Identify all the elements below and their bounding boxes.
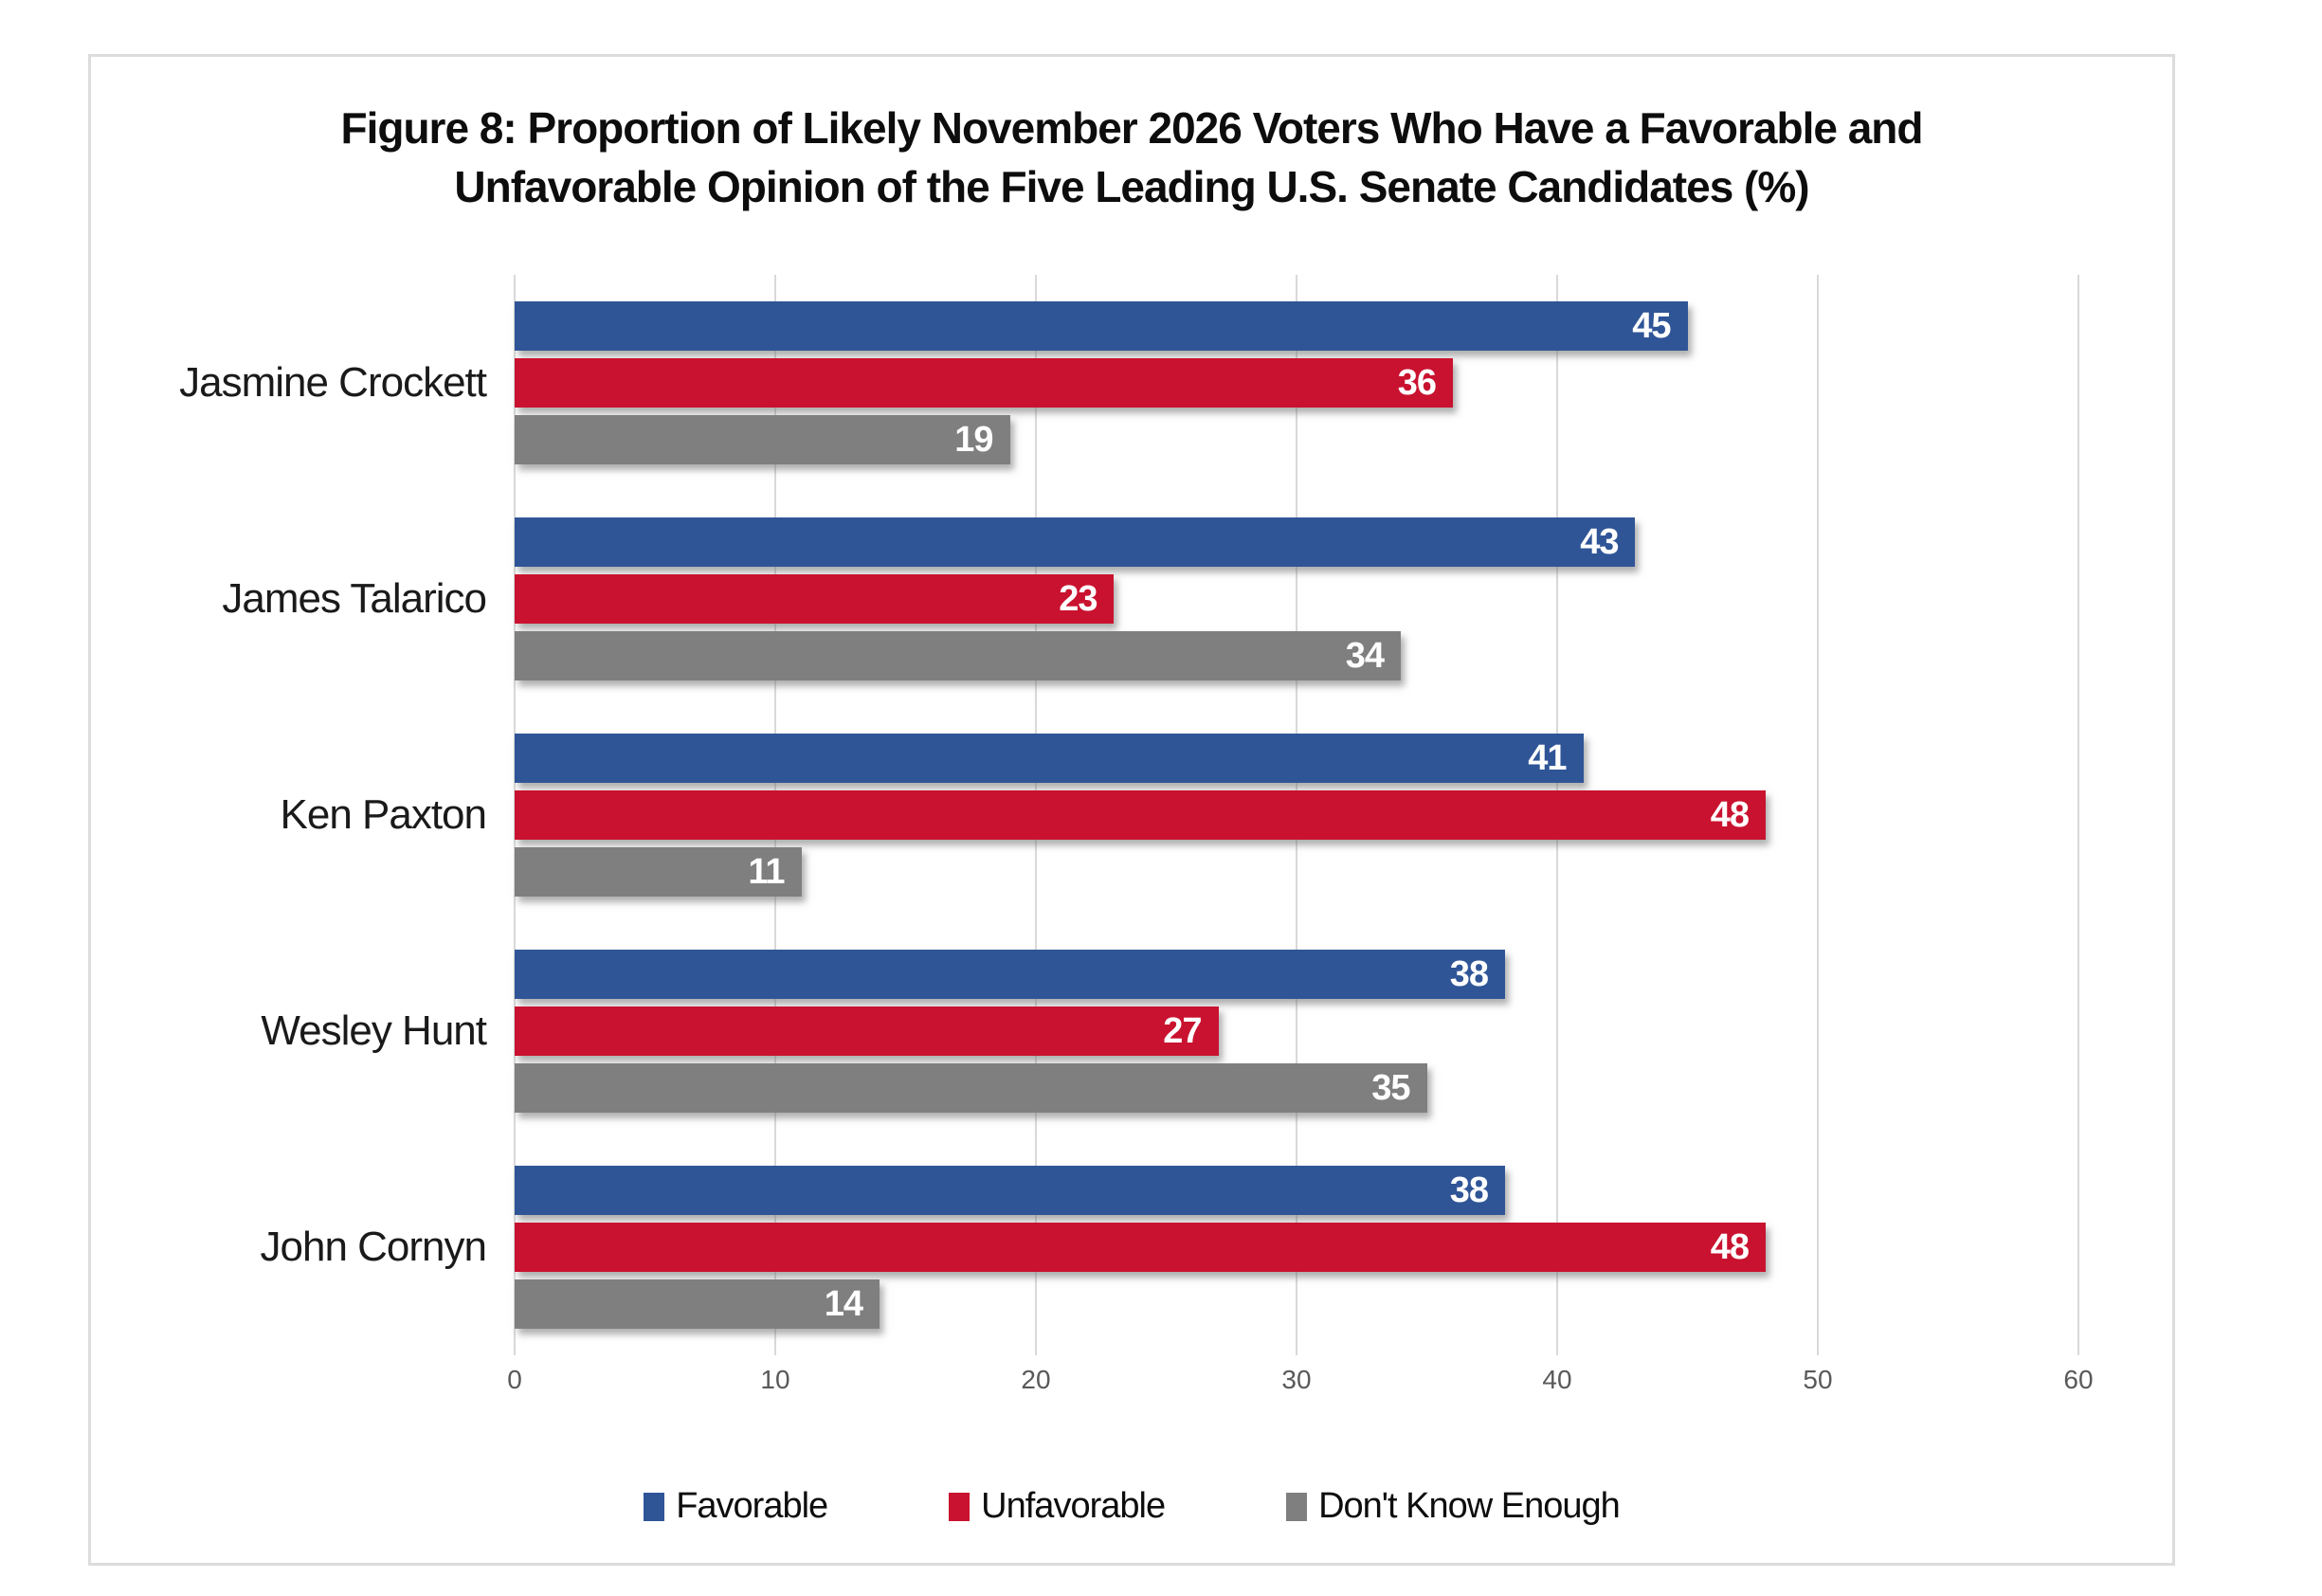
bar-unfavorable-james-talarico: 23 bbox=[515, 574, 1115, 624]
bar-group-john-cornyn: 38 48 14 bbox=[515, 1139, 2078, 1355]
category-label-ken-paxton: Ken Paxton bbox=[280, 791, 488, 838]
bar-favorable-john-cornyn: 38 bbox=[515, 1166, 1505, 1215]
bar-unfavorable-jasmine-crockett: 36 bbox=[515, 358, 1453, 408]
bar-favorable-jasmine-crockett: 45 bbox=[515, 301, 1688, 351]
legend-swatch-favorable bbox=[644, 1492, 665, 1521]
bar-group-james-talarico: 43 23 34 bbox=[515, 491, 2078, 707]
chart-title-line-1: Figure 8: Proportion of Likely November … bbox=[340, 103, 1923, 153]
bar-value-label: 38 bbox=[1449, 953, 1489, 994]
bar-don-t-know-enough-wesley-hunt: 35 bbox=[515, 1063, 1427, 1113]
bar-value-label: 43 bbox=[1580, 521, 1619, 562]
category-label-jasmine-crockett: Jasmine Crockett bbox=[179, 359, 487, 406]
x-tick-label-0: 0 bbox=[507, 1365, 522, 1394]
bar-unfavorable-john-cornyn: 48 bbox=[515, 1223, 1766, 1272]
gridline-50 bbox=[1817, 275, 1819, 1355]
bar-value-label: 14 bbox=[824, 1283, 863, 1324]
legend-label: Unfavorable bbox=[981, 1486, 1166, 1526]
x-tick-label-60: 60 bbox=[2063, 1365, 2094, 1394]
bar-group-jasmine-crockett: 45 36 19 bbox=[515, 275, 2078, 491]
bar-don-t-know-enough-ken-paxton: 11 bbox=[515, 847, 802, 897]
bar-value-label: 38 bbox=[1449, 1170, 1489, 1210]
bar-value-label: 36 bbox=[1397, 362, 1437, 403]
category-label-james-talarico: James Talarico bbox=[222, 575, 487, 622]
legend-swatch-unfavorable bbox=[949, 1492, 971, 1521]
legend-label: Don't Know Enough bbox=[1318, 1486, 1621, 1526]
category-label-wesley-hunt: Wesley Hunt bbox=[261, 1007, 487, 1054]
plot-area: 45 36 19 43 23 34 41 48 11 38 27 35 38 48 14 bbox=[514, 275, 2079, 1355]
legend-item-unfavorable: Unfavorable bbox=[949, 1486, 1166, 1527]
chart-title-line-2: Unfavorable Opinion of the Five Leading … bbox=[454, 162, 1809, 211]
x-tick-label-50: 50 bbox=[1803, 1365, 1833, 1394]
bar-value-label: 45 bbox=[1632, 305, 1671, 346]
legend: Favorable Unfavorable Don't Know Enough bbox=[91, 1486, 2172, 1527]
bar-unfavorable-wesley-hunt: 27 bbox=[515, 1007, 1219, 1056]
bar-value-label: 19 bbox=[954, 419, 993, 460]
bar-don-t-know-enough-john-cornyn: 14 bbox=[515, 1279, 880, 1329]
bar-value-label: 48 bbox=[1710, 794, 1750, 835]
x-tick-label-10: 10 bbox=[760, 1365, 790, 1394]
legend-label: Favorable bbox=[676, 1486, 828, 1526]
legend-item-favorable: Favorable bbox=[644, 1486, 828, 1527]
bar-value-label: 11 bbox=[748, 851, 785, 892]
bar-group-wesley-hunt: 38 27 35 bbox=[515, 923, 2078, 1139]
bar-value-label: 23 bbox=[1059, 578, 1098, 619]
bar-don-t-know-enough-james-talarico: 34 bbox=[515, 631, 1401, 680]
x-tick-label-40: 40 bbox=[1542, 1365, 1572, 1394]
bar-favorable-james-talarico: 43 bbox=[515, 517, 1636, 567]
x-tick-label-20: 20 bbox=[1021, 1365, 1051, 1394]
category-label-john-cornyn: John Cornyn bbox=[260, 1224, 487, 1270]
bar-group-ken-paxton: 41 48 11 bbox=[515, 707, 2078, 923]
x-tick-label-30: 30 bbox=[1281, 1365, 1312, 1394]
chart-title: Figure 8: Proportion of Likely November … bbox=[91, 57, 2172, 216]
bar-unfavorable-ken-paxton: 48 bbox=[515, 790, 1766, 840]
legend-swatch-don-t-know-enough bbox=[1286, 1492, 1308, 1521]
bar-value-label: 34 bbox=[1345, 635, 1385, 676]
bar-value-label: 27 bbox=[1163, 1010, 1202, 1051]
gridline-60 bbox=[2077, 275, 2079, 1355]
bar-value-label: 35 bbox=[1371, 1067, 1410, 1108]
bar-value-label: 41 bbox=[1528, 737, 1567, 778]
bar-don-t-know-enough-jasmine-crockett: 19 bbox=[515, 415, 1010, 464]
legend-item-don-t-know-enough: Don't Know Enough bbox=[1286, 1486, 1621, 1527]
bar-favorable-ken-paxton: 41 bbox=[515, 734, 1584, 783]
chart-frame: Figure 8: Proportion of Likely November … bbox=[88, 54, 2175, 1566]
bar-favorable-wesley-hunt: 38 bbox=[515, 950, 1505, 999]
bar-value-label: 48 bbox=[1710, 1226, 1750, 1267]
